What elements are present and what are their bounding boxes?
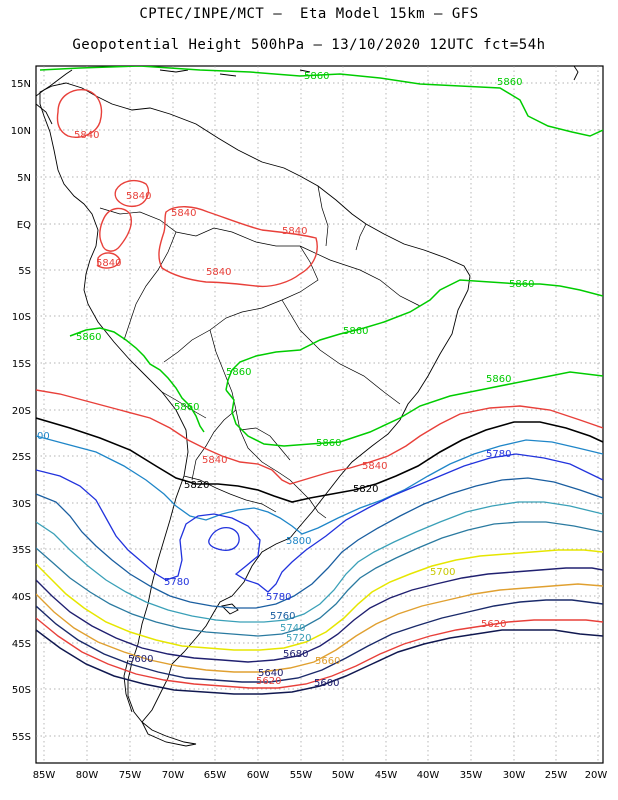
lon-label: 45W (375, 770, 398, 781)
contour-5860 (39, 66, 603, 447)
lat-label: 35S (12, 545, 31, 556)
contour-labels: 5860 5860 5860 5860 5860 5860 5860 5860 … (37, 71, 534, 689)
lat-label: 30S (12, 499, 31, 510)
lon-label: 20W (585, 770, 608, 781)
lon-label: 35W (460, 770, 483, 781)
contour-5840 (36, 89, 603, 485)
contour-label-5840-b: 5840 (126, 191, 151, 202)
map-title-line1: CPTEC/INPE/MCT – Eta Model 15km – GFS (139, 6, 479, 22)
lat-label: 50S (12, 685, 31, 696)
contour-label-5620-b: 5620 (256, 676, 281, 687)
contour-label-5840-c: 5840 (171, 208, 196, 219)
lat-label: 10S (12, 312, 31, 323)
contour-label-5860-e: 5860 (76, 332, 101, 343)
contour-label-5860-c: 5860 (509, 279, 534, 290)
map-title-line2: Geopotential Height 500hPa – 13/10/2020 … (72, 37, 546, 53)
contour-label-5740: 5740 (280, 623, 305, 634)
lon-label: 40W (417, 770, 440, 781)
lat-label: 40S (12, 592, 31, 603)
lon-label: 55W (290, 770, 313, 781)
contour-label-5840-g: 5840 (202, 455, 227, 466)
lat-lon-grid (36, 66, 603, 763)
contour-label-5840-f: 5840 (206, 267, 231, 278)
contour-5640 (36, 599, 603, 683)
south-america-coastline (39, 82, 471, 723)
lon-label: 75W (119, 770, 142, 781)
coastlines (36, 66, 579, 747)
contour-label-5860-h: 5860 (174, 402, 199, 413)
lat-label: EQ (17, 220, 31, 231)
contour-5600 (36, 629, 603, 695)
contour-label-edge: 00 (37, 431, 50, 442)
contour-label-5600-a: 5600 (128, 654, 153, 665)
lat-label: 5S (18, 266, 31, 277)
contour-label-5860-f: 5860 (226, 367, 251, 378)
lon-label: 60W (247, 770, 270, 781)
contour-5760 (36, 477, 603, 609)
contour-label-5720: 5720 (286, 633, 311, 644)
contour-label-5700: 5700 (430, 567, 455, 578)
contour-5820 (36, 417, 603, 503)
lat-label: 20S (12, 406, 31, 417)
contour-5720 (36, 521, 603, 637)
lon-label: 50W (332, 770, 355, 781)
contour-label-5760: 5760 (270, 611, 295, 622)
lat-label: 10N (11, 126, 31, 137)
lon-label: 85W (33, 770, 56, 781)
contour-label-5840-e: 5840 (96, 258, 121, 269)
contour-label-5800: 5800 (286, 536, 311, 547)
lat-label: 15S (12, 359, 31, 370)
contour-label-5860-g: 5860 (486, 374, 511, 385)
lon-label: 70W (162, 770, 185, 781)
latitude-labels: 15N 10N 5N EQ 5S 10S 15S 20S 25S 30S 35S… (11, 79, 31, 743)
contour-label-5780-a: 5780 (486, 449, 511, 460)
contour-label-5640: 5640 (258, 668, 283, 679)
contour-label-5860-b: 5860 (497, 77, 522, 88)
contour-label-5840-a: 5840 (74, 130, 99, 141)
country-borders (99, 185, 421, 519)
contour-label-5840-d: 5840 (282, 226, 307, 237)
contour-label-5840-h: 5840 (362, 461, 387, 472)
contour-label-5600-b: 5600 (314, 678, 339, 689)
lat-label: 15N (11, 79, 31, 90)
contour-5620 (36, 617, 603, 689)
contour-label-5860-d: 5860 (343, 326, 368, 337)
contour-label-5780-c: 5780 (266, 592, 291, 603)
lat-label: 45S (12, 639, 31, 650)
lat-label: 55S (12, 732, 31, 743)
contour-5780 (36, 453, 603, 593)
contour-5680 (36, 567, 603, 663)
lon-label: 80W (76, 770, 99, 781)
contour-5700 (36, 549, 603, 651)
contour-label-5660: 5660 (315, 656, 340, 667)
lon-label: 30W (503, 770, 526, 781)
lat-label: 25S (12, 452, 31, 463)
lon-label: 65W (204, 770, 227, 781)
contour-label-5860-i: 5860 (316, 438, 341, 449)
contour-label-5620-a: 5620 (481, 619, 506, 630)
contour-label-5820-a: 5820 (184, 480, 209, 491)
contour-label-5820-b: 5820 (353, 484, 378, 495)
contour-5800 (36, 435, 603, 535)
lon-label: 25W (545, 770, 568, 781)
contour-label-5860-a: 5860 (304, 71, 329, 82)
contour-5660 (36, 583, 603, 673)
contour-5740 (36, 501, 603, 623)
contour-label-5780-b: 5780 (164, 577, 189, 588)
contour-label-5680: 5680 (283, 649, 308, 660)
longitude-labels: 85W 80W 75W 70W 65W 60W 55W 50W 45W 40W … (33, 770, 608, 781)
lat-label: 5N (17, 173, 31, 184)
